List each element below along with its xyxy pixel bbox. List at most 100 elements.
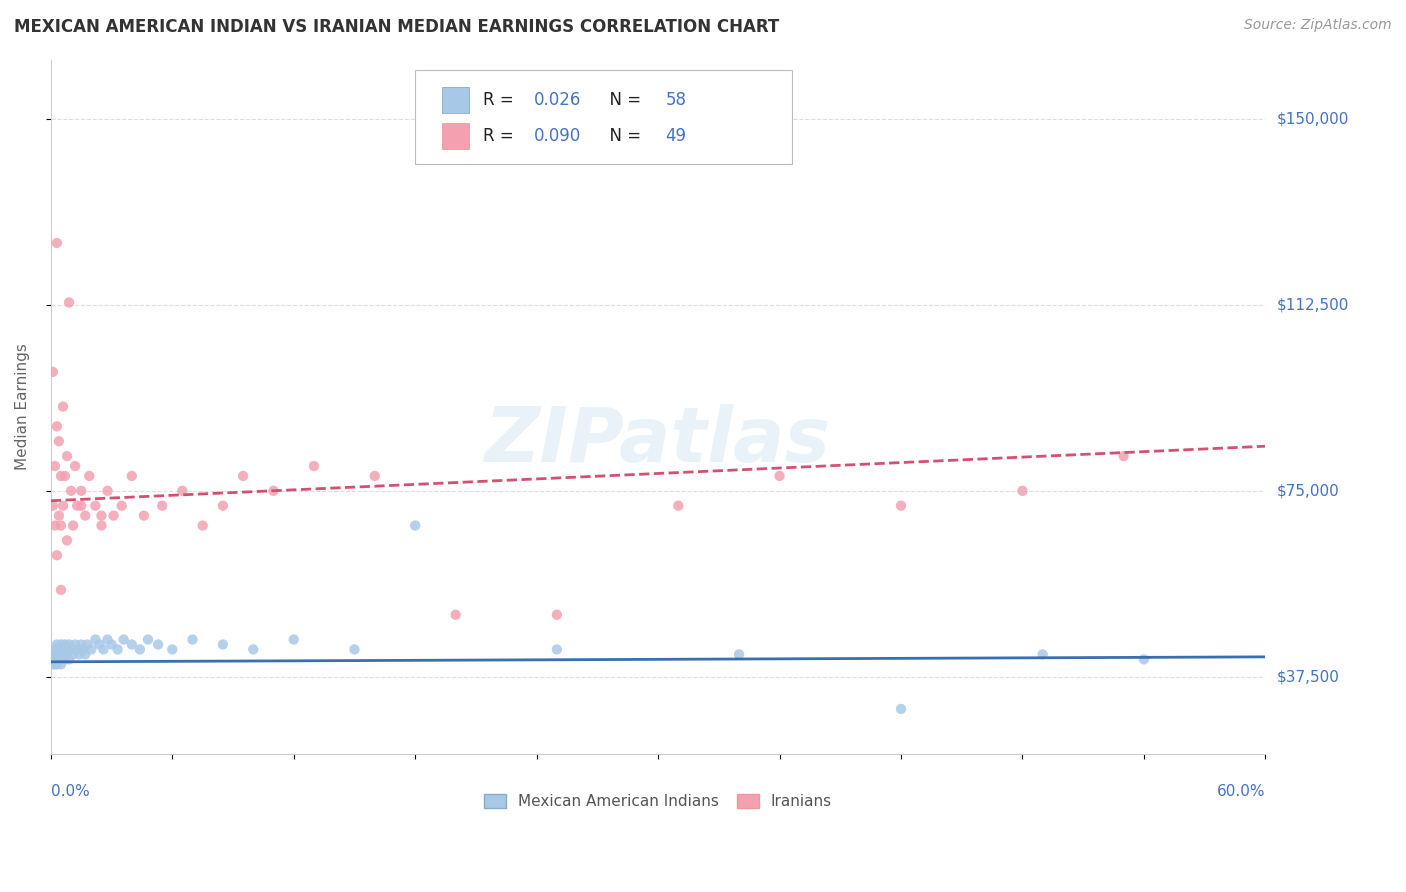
Point — [121, 638, 143, 652]
Point — [84, 499, 107, 513]
Point — [49, 518, 72, 533]
Point — [146, 638, 169, 652]
Text: R =: R = — [484, 127, 519, 145]
Point — [44, 458, 66, 473]
Point — [52, 499, 75, 513]
Point — [107, 642, 129, 657]
Text: R =: R = — [484, 91, 519, 109]
Point — [136, 632, 159, 647]
Point — [1011, 483, 1033, 498]
Point — [48, 648, 70, 662]
Point — [302, 458, 325, 473]
Point — [111, 499, 134, 513]
Point — [121, 469, 143, 483]
Point — [49, 469, 72, 483]
Point — [44, 648, 66, 662]
Point — [58, 295, 80, 310]
Point — [44, 652, 66, 666]
Point — [84, 632, 107, 647]
Point — [70, 499, 93, 513]
Point — [75, 648, 97, 662]
Point — [53, 469, 76, 483]
Point — [63, 638, 86, 652]
Point — [48, 434, 70, 449]
Point — [666, 499, 689, 513]
Point — [49, 582, 72, 597]
Point — [66, 499, 89, 513]
Point — [212, 638, 235, 652]
Point — [66, 642, 89, 657]
Point — [343, 642, 366, 657]
Point — [45, 648, 67, 662]
Point — [44, 657, 66, 672]
Point — [70, 638, 93, 652]
Point — [53, 652, 76, 666]
Text: N =: N = — [599, 91, 645, 109]
Point — [44, 518, 66, 533]
Text: MEXICAN AMERICAN INDIAN VS IRANIAN MEDIAN EARNINGS CORRELATION CHART: MEXICAN AMERICAN INDIAN VS IRANIAN MEDIA… — [14, 18, 779, 36]
Point — [93, 642, 115, 657]
FancyBboxPatch shape — [415, 70, 792, 164]
Point — [1133, 652, 1156, 666]
Point — [56, 449, 79, 463]
Text: $112,500: $112,500 — [1277, 297, 1348, 312]
Text: Source: ZipAtlas.com: Source: ZipAtlas.com — [1244, 18, 1392, 32]
Point — [90, 518, 112, 533]
Point — [103, 508, 125, 523]
Point — [128, 642, 150, 657]
Point — [42, 657, 65, 672]
Text: 60.0%: 60.0% — [1216, 784, 1265, 799]
Point — [44, 642, 66, 657]
Point — [890, 702, 912, 716]
Text: 49: 49 — [665, 127, 686, 145]
Point — [56, 642, 79, 657]
Point — [58, 652, 80, 666]
Text: 0.0%: 0.0% — [51, 784, 90, 799]
Point — [212, 499, 235, 513]
Point — [45, 638, 67, 652]
Point — [56, 533, 79, 548]
Point — [1032, 648, 1054, 662]
Point — [89, 638, 111, 652]
Point — [42, 365, 65, 379]
Point — [444, 607, 467, 622]
Point — [42, 652, 65, 666]
Point — [49, 652, 72, 666]
Point — [48, 508, 70, 523]
Text: N =: N = — [599, 127, 645, 145]
Point — [79, 469, 101, 483]
Point — [546, 607, 568, 622]
Y-axis label: Median Earnings: Median Earnings — [15, 343, 30, 470]
FancyBboxPatch shape — [441, 123, 468, 149]
Point — [53, 638, 76, 652]
Text: 0.026: 0.026 — [534, 91, 582, 109]
Point — [67, 648, 90, 662]
Point — [58, 638, 80, 652]
Point — [75, 508, 97, 523]
Point — [96, 483, 118, 498]
Text: $150,000: $150,000 — [1277, 112, 1348, 127]
Point — [546, 642, 568, 657]
Point — [132, 508, 155, 523]
Legend: Mexican American Indians, Iranians: Mexican American Indians, Iranians — [478, 788, 838, 815]
Point — [56, 648, 79, 662]
Point — [42, 648, 65, 662]
Point — [52, 642, 75, 657]
Point — [242, 642, 264, 657]
Point — [768, 469, 790, 483]
Point — [60, 642, 83, 657]
Point — [76, 638, 98, 652]
Point — [90, 508, 112, 523]
Point — [172, 483, 194, 498]
Point — [404, 518, 426, 533]
Point — [96, 632, 118, 647]
Point — [45, 652, 67, 666]
Point — [45, 419, 67, 434]
Point — [112, 632, 135, 647]
Point — [1112, 449, 1135, 463]
Text: 0.090: 0.090 — [534, 127, 582, 145]
Point — [49, 657, 72, 672]
Text: 58: 58 — [665, 91, 686, 109]
Point — [191, 518, 214, 533]
Point — [45, 657, 67, 672]
